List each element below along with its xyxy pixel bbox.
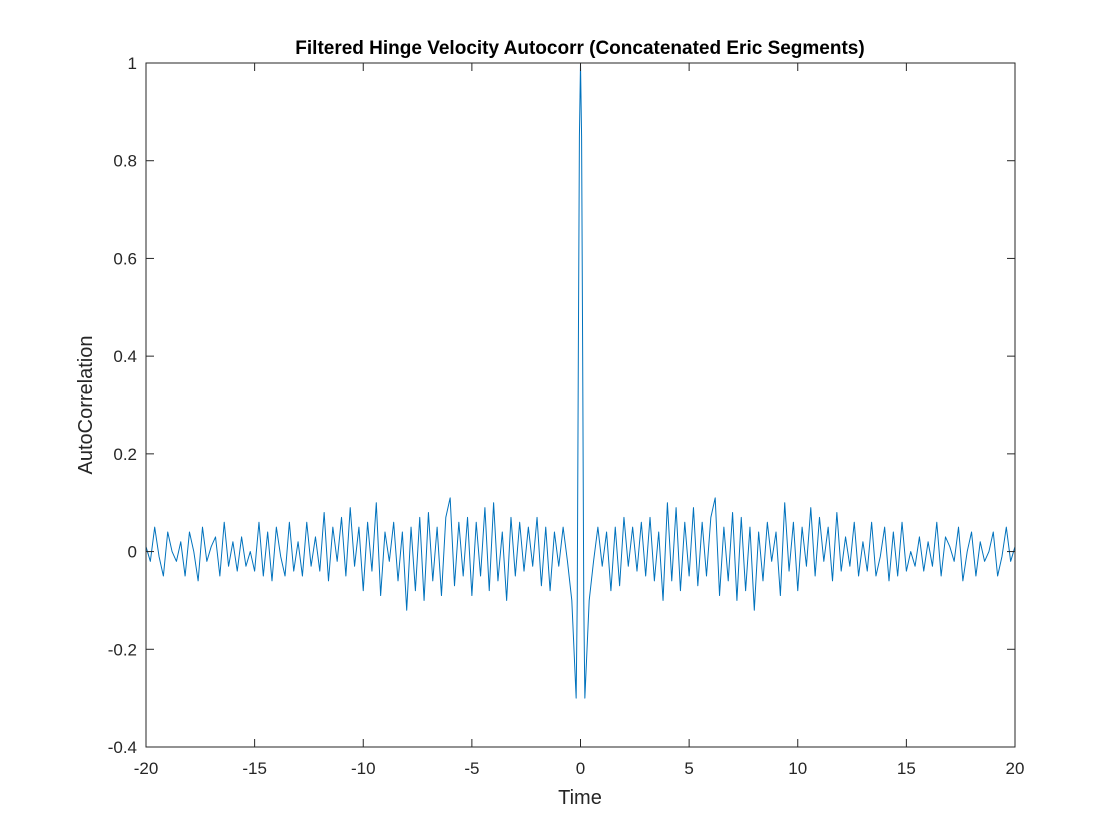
axes-layer: -20 -15 -10 -5 0 5 10 15 20 -0.4 -0.2 0 0.2 0.4 0.6 0.8… [108,54,1025,778]
y-tick-label: 0.4 [113,347,137,366]
x-tick-label: 20 [1006,759,1025,778]
y-tick-label: 0 [128,543,137,562]
y-axis-label: AutoCorrelation [75,336,97,475]
x-tick-label: -20 [134,759,159,778]
y-tick-label: -0.2 [108,640,137,659]
x-tick-label: -15 [242,759,267,778]
plot-area [146,63,1015,747]
y-tick-label: 0.2 [113,445,137,464]
x-tick-label: -5 [464,759,479,778]
y-tick-label: 1 [128,54,137,73]
y-tick-label: 0.8 [113,152,137,171]
y-tick-label: 0.6 [113,249,137,268]
x-tick-label: 5 [684,759,693,778]
x-axis-label: Time [558,787,602,809]
x-tick-label: 15 [897,759,916,778]
y-tick-label: -0.4 [108,738,137,757]
chart-title: Filtered Hinge Velocity Autocorr (Concat… [295,38,864,59]
x-tick-label: 10 [788,759,807,778]
x-tick-label: 0 [576,759,585,778]
x-tick-label: -10 [351,759,376,778]
